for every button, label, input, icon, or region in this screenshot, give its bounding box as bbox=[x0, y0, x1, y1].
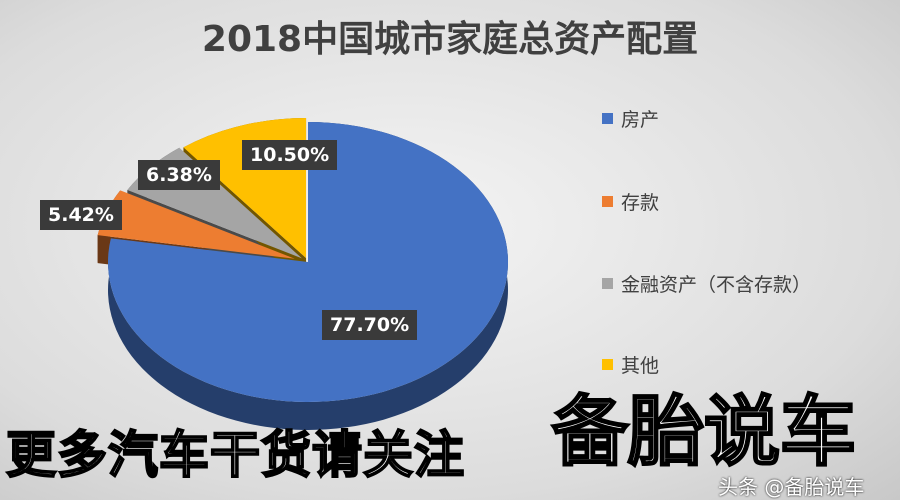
chart-title: 2018中国城市家庭总资产配置 bbox=[201, 19, 699, 60]
pie-slice-1 bbox=[97, 190, 295, 259]
legend-item-1: 存款 bbox=[602, 188, 659, 215]
data-label-2: 6.38% bbox=[138, 160, 220, 190]
legend-item-2: 金融资产（不含存款） bbox=[602, 270, 811, 297]
promo-banner: 更多汽车干货请关注 bbox=[5, 426, 465, 484]
data-label-3: 10.50% bbox=[242, 140, 338, 170]
watermark: 头条 @备胎说车 bbox=[718, 475, 865, 499]
data-label-1: 5.42% bbox=[40, 200, 122, 230]
brand-name: 备胎说车 bbox=[551, 387, 858, 476]
data-label-0: 77.70% bbox=[322, 310, 418, 340]
legend-item-3: 其他 bbox=[602, 351, 659, 378]
legend-item-0: 房产 bbox=[602, 105, 659, 132]
